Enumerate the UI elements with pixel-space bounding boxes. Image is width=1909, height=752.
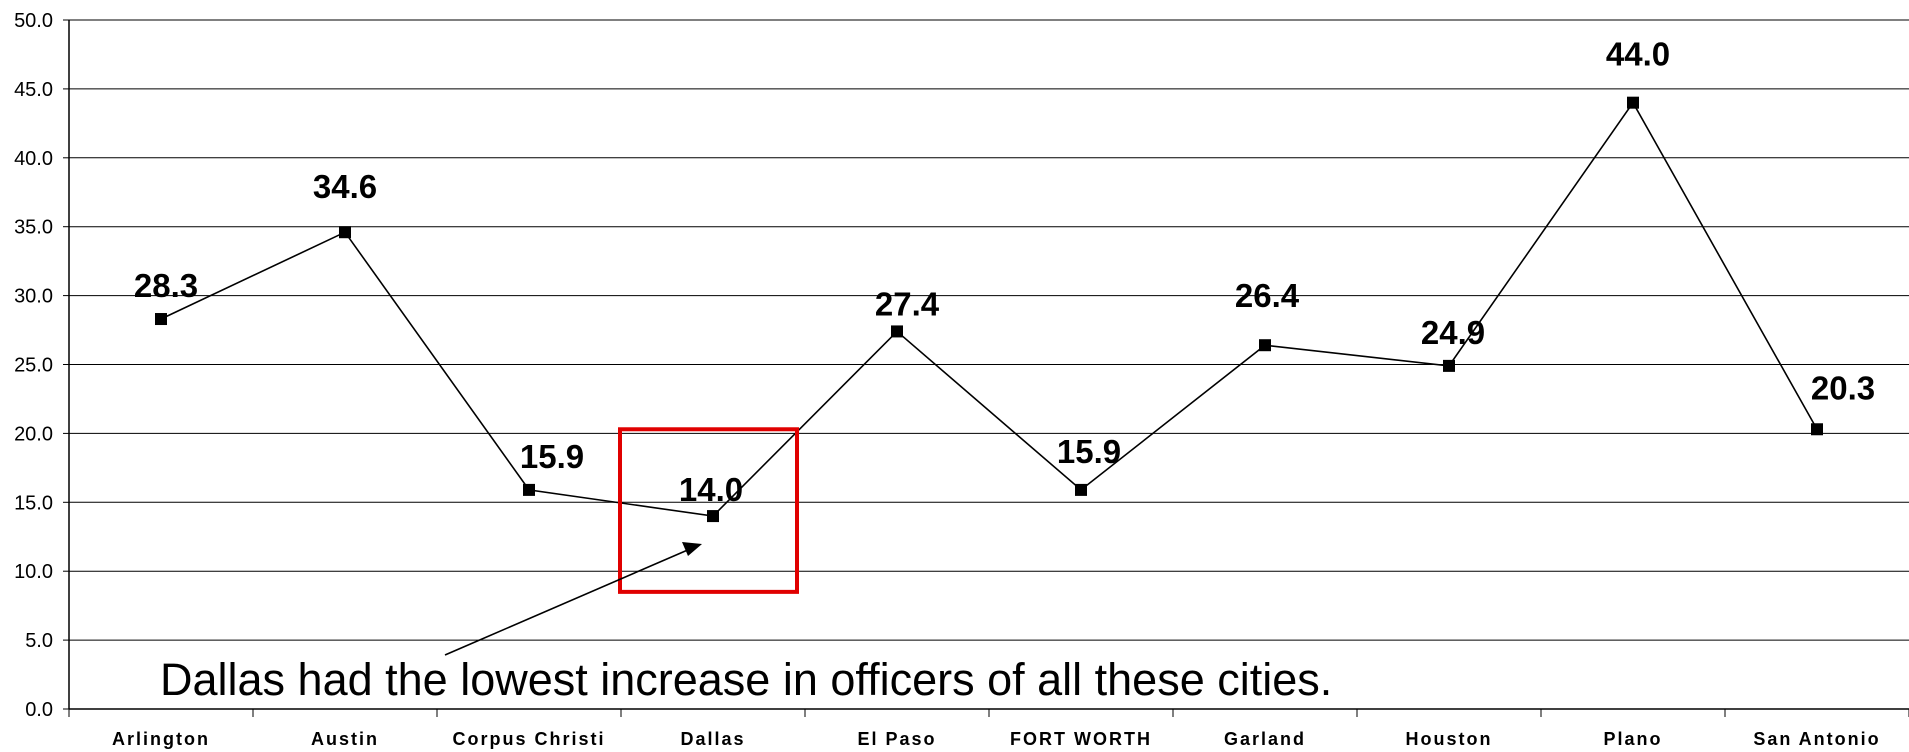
y-tick-label: 30.0 — [14, 286, 53, 308]
series-line-group — [155, 96, 1823, 523]
data-label: 24.9 — [1421, 314, 1485, 351]
x-tick-label: Corpus Christi — [452, 729, 605, 749]
series-line — [160, 101, 1818, 517]
x-tick-label: Garland — [1224, 729, 1306, 749]
data-label: 28.3 — [134, 267, 198, 304]
y-tick-label: 50.0 — [14, 10, 53, 32]
data-labels: 28.3 34.6 15.9 14.0 27.4 15.9 26.4 24.9 44.0 20.3 — [134, 36, 1875, 508]
highlight-box — [618, 427, 799, 594]
y-tick-label: 15.0 — [14, 492, 53, 514]
y-tick-label: 40.0 — [14, 148, 53, 170]
y-tick-label: 0.0 — [25, 699, 53, 721]
annotation-arrow-shaft — [444, 548, 691, 656]
x-tick-label: Dallas — [680, 729, 745, 749]
data-label: 20.3 — [1811, 369, 1875, 406]
x-tick-label: FORT WORTH — [1010, 729, 1152, 749]
x-tick-label: Houston — [1406, 729, 1493, 749]
x-tick-label: El Paso — [857, 729, 936, 749]
annotation-arrowhead — [682, 542, 702, 556]
y-tick-label: 25.0 — [14, 355, 53, 377]
x-tick-label: San Antonio — [1753, 729, 1880, 749]
y-tick-label: 45.0 — [14, 79, 53, 101]
data-point-marker — [1075, 483, 1087, 496]
data-label: 26.4 — [1235, 277, 1300, 314]
x-tick-label: Arlington — [112, 729, 210, 749]
data-point-marker — [1811, 423, 1823, 436]
data-label: 15.9 — [520, 438, 584, 475]
y-tick-label: 5.0 — [25, 630, 53, 652]
annotation-text: Dallas had the lowest increase in office… — [160, 654, 1332, 705]
data-point-marker — [1259, 339, 1271, 352]
y-tick-labels: 0.0 5.0 10.0 15.0 20.0 25.0 30.0 35.0 40.0 45.0 50… — [14, 10, 53, 721]
gridlines — [69, 19, 1909, 641]
x-tick-label: Austin — [311, 729, 379, 749]
axes — [63, 19, 1909, 717]
highlight-group — [618, 427, 799, 594]
y-tick-label: 35.0 — [14, 217, 53, 239]
y-tick-label: 20.0 — [14, 423, 53, 445]
data-point-marker — [1443, 359, 1455, 372]
data-point-marker — [155, 313, 167, 326]
y-tick-label: 10.0 — [14, 561, 53, 583]
annotation-group: Dallas had the lowest increase in office… — [160, 542, 1332, 705]
data-point-marker — [1627, 96, 1639, 109]
data-point-marker — [523, 483, 535, 496]
data-label: 27.4 — [875, 285, 940, 322]
data-point-marker — [339, 226, 351, 239]
data-label: 14.0 — [679, 471, 743, 508]
data-point-marker — [707, 510, 719, 523]
data-label: 34.6 — [313, 168, 377, 205]
x-tick-label: Plano — [1603, 729, 1662, 749]
x-tick-labels: Arlington Austin Corpus Christi Dallas El Pa… — [112, 729, 1880, 749]
data-point-marker — [891, 325, 903, 338]
data-label: 44.0 — [1606, 36, 1670, 73]
data-label: 15.9 — [1057, 433, 1121, 470]
